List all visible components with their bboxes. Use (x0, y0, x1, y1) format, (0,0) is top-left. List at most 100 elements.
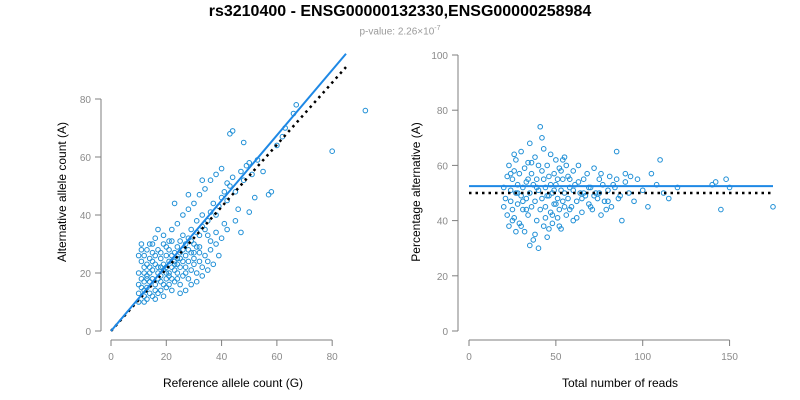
data-point (193, 244, 200, 250)
data-point (509, 176, 516, 182)
y-axis-label: Alternative allele count (A) (55, 122, 69, 262)
data-point (329, 148, 335, 154)
data-point (171, 200, 178, 207)
data-point (528, 159, 535, 166)
data-point (166, 273, 172, 279)
data-point (511, 168, 517, 174)
data-point (542, 204, 549, 210)
data-point (218, 165, 225, 172)
data-point (160, 241, 167, 247)
data-point (613, 176, 620, 182)
data-point (525, 212, 531, 218)
y-tick-label: 60 (437, 161, 449, 172)
data-point (615, 195, 622, 202)
y-tick-label: 40 (80, 211, 92, 222)
data-point (169, 226, 175, 233)
data-point (144, 276, 150, 282)
data-point (260, 168, 266, 175)
data-point (506, 223, 512, 229)
data-point (622, 179, 629, 185)
data-point (235, 206, 241, 212)
chart-title: rs3210400 - ENSG00000132330,ENSG00000258… (208, 3, 592, 20)
data-point (180, 212, 186, 218)
data-point (560, 198, 566, 205)
data-point (238, 229, 244, 236)
data-point (533, 176, 540, 182)
x-axis-label: Total number of reads (562, 376, 678, 390)
data-point (532, 231, 538, 238)
data-point (146, 264, 153, 271)
data-point (166, 270, 172, 276)
data-point (542, 215, 549, 221)
data-point (513, 157, 519, 163)
data-point (177, 281, 183, 288)
data-point (631, 198, 637, 205)
data-point (521, 228, 528, 235)
data-point (185, 191, 192, 198)
data-point (540, 146, 547, 152)
data-point (516, 220, 523, 227)
data-point (563, 162, 570, 169)
data-point (182, 252, 189, 259)
data-point (268, 189, 275, 195)
data-point (243, 162, 250, 169)
data-point (546, 173, 552, 180)
data-point (622, 170, 629, 177)
data-point (556, 223, 563, 229)
data-point (718, 206, 724, 213)
data-point (539, 195, 545, 202)
data-point (246, 209, 253, 215)
data-point (207, 238, 214, 244)
data-point (213, 171, 219, 178)
data-point (525, 159, 531, 166)
data-point (155, 247, 161, 253)
data-point (570, 217, 577, 224)
data-point (213, 241, 219, 247)
data-point (144, 273, 150, 279)
x-tick-label: 0 (108, 352, 114, 363)
data-point (149, 267, 156, 273)
x-tick-label: 0 (466, 352, 472, 363)
data-point (608, 204, 615, 210)
data-point (575, 179, 582, 185)
data-point (191, 255, 197, 262)
data-point (193, 278, 200, 285)
data-point (141, 264, 147, 271)
data-point (544, 234, 550, 240)
data-point (227, 183, 233, 189)
data-point (188, 226, 194, 233)
data-point (199, 264, 206, 271)
data-point (547, 209, 554, 216)
data-point (516, 170, 523, 177)
data-point (504, 173, 511, 180)
data-point (507, 170, 514, 177)
y-tick-label: 60 (80, 153, 92, 164)
data-point (204, 258, 211, 265)
data-point (594, 195, 601, 202)
data-point (573, 215, 580, 221)
data-point (527, 242, 533, 249)
data-point (556, 165, 563, 171)
data-point (528, 204, 535, 210)
data-point (160, 261, 167, 268)
data-point (561, 154, 568, 160)
data-point (246, 160, 253, 166)
data-point (185, 247, 192, 253)
data-point (560, 176, 566, 182)
data-point (144, 296, 150, 302)
data-point (535, 245, 542, 251)
data-point (502, 195, 509, 202)
data-point (180, 273, 186, 279)
y-tick-label: 0 (442, 327, 448, 338)
data-point (207, 177, 214, 183)
data-point (180, 258, 186, 265)
data-point (533, 217, 540, 224)
y-tick-label: 20 (80, 269, 92, 280)
data-point (146, 290, 153, 297)
data-point (163, 284, 170, 291)
y-tick-label: 20 (437, 272, 449, 283)
data-point (606, 173, 613, 180)
p-value-exponent: -7 (434, 25, 441, 32)
data-point (191, 261, 197, 268)
